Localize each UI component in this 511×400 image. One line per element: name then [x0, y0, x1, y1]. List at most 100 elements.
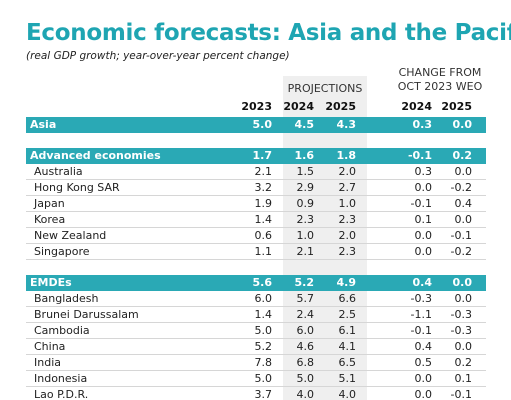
cell: 3.2 — [254, 181, 273, 194]
cell: 6.0 — [254, 292, 273, 305]
cell: -0.2 — [450, 181, 472, 194]
cell: -0.2 — [450, 245, 472, 258]
row-label: Japan — [34, 197, 65, 210]
row-label: Cambodia — [34, 324, 90, 337]
group-header: CHANGE FROM — [398, 66, 482, 79]
cell: 2.1 — [254, 165, 273, 178]
cell: -0.3 — [410, 292, 432, 305]
row-rule — [26, 259, 486, 260]
row-rule — [26, 211, 486, 212]
row-rule — [26, 227, 486, 228]
cell: 0.0 — [454, 213, 473, 226]
cell: 0.1 — [454, 372, 473, 385]
section-band — [26, 148, 486, 164]
cell: 0.0 — [414, 388, 433, 400]
cell: 0.1 — [414, 213, 433, 226]
cell: 0.0 — [414, 372, 433, 385]
section-value: 4.3 — [336, 118, 357, 131]
cell: -0.1 — [450, 229, 472, 242]
title: Economic forecasts: Asia and the Pacific — [26, 20, 511, 46]
row-rule — [26, 322, 486, 323]
row-rule — [26, 195, 486, 196]
cell: 1.4 — [254, 213, 273, 226]
cell: 0.0 — [414, 229, 433, 242]
cell: -0.1 — [450, 388, 472, 400]
cell: -1.1 — [410, 308, 432, 321]
row-rule — [26, 179, 486, 180]
cell: 1.5 — [296, 165, 315, 178]
cell: 6.1 — [338, 324, 357, 337]
section-label: EMDEs — [30, 276, 72, 289]
cell: 6.5 — [338, 356, 357, 369]
cell: 2.3 — [296, 213, 315, 226]
cell: 2.0 — [338, 229, 357, 242]
row-label: Brunei Darussalam — [34, 308, 139, 321]
row-label: Hong Kong SAR — [34, 181, 120, 194]
cell: 0.9 — [296, 197, 315, 210]
row-label: Indonesia — [34, 372, 88, 385]
subtitle: (real GDP growth; year-over-year percent… — [26, 50, 290, 62]
row-label: Bangladesh — [34, 292, 99, 305]
cell: 2.3 — [338, 213, 357, 226]
row-label: New Zealand — [34, 229, 107, 242]
row-rule — [26, 386, 486, 387]
row-label: China — [34, 340, 66, 353]
row-rule — [26, 370, 486, 371]
cell: 4.0 — [296, 388, 315, 400]
cell: 0.0 — [454, 340, 473, 353]
cell: 6.6 — [338, 292, 357, 305]
cell: 0.5 — [414, 356, 433, 369]
cell: 2.1 — [296, 245, 315, 258]
column-header: 2024 — [283, 100, 314, 113]
cell: 0.0 — [454, 292, 473, 305]
row-label: India — [34, 356, 61, 369]
cell: -0.1 — [410, 197, 432, 210]
group-header: PROJECTIONS — [287, 82, 363, 95]
row-rule — [26, 354, 486, 355]
cell: -0.3 — [450, 308, 472, 321]
cell: 3.7 — [254, 388, 273, 400]
row-label: Lao P.D.R. — [34, 388, 89, 400]
cell: 2.5 — [338, 308, 357, 321]
cell: 4.0 — [338, 388, 357, 400]
cell: 0.0 — [414, 181, 433, 194]
cell: 1.1 — [254, 245, 273, 258]
section-value: 4.9 — [336, 276, 357, 289]
row-rule — [26, 306, 486, 307]
section-value: 1.6 — [294, 149, 315, 162]
cell: 1.9 — [254, 197, 273, 210]
section-value: 5.2 — [294, 276, 315, 289]
row-rule — [26, 338, 486, 339]
cell: 5.0 — [296, 372, 315, 385]
cell: 0.4 — [414, 340, 433, 353]
cell: 5.2 — [254, 340, 273, 353]
row-label: Australia — [34, 165, 83, 178]
section-value: 0.2 — [452, 149, 473, 162]
cell: 7.8 — [254, 356, 273, 369]
section-value: 0.0 — [452, 276, 473, 289]
cell: 0.6 — [254, 229, 273, 242]
cell: -0.1 — [410, 324, 432, 337]
section-value: 5.6 — [252, 276, 273, 289]
row-label: Singapore — [34, 245, 90, 258]
cell: 0.0 — [414, 245, 433, 258]
group-header: OCT 2023 WEO — [397, 80, 483, 93]
cell: 2.4 — [296, 308, 315, 321]
section-band — [26, 117, 486, 133]
section-label: Asia — [30, 118, 57, 131]
cell: 1.0 — [296, 229, 315, 242]
cell: 5.0 — [254, 372, 273, 385]
cell: 2.7 — [338, 181, 357, 194]
column-header: 2023 — [241, 100, 272, 113]
cell: 1.0 — [338, 197, 357, 210]
column-header: 2025 — [325, 100, 356, 113]
row-label: Korea — [34, 213, 66, 226]
section-value: 5.0 — [252, 118, 273, 131]
cell: 2.9 — [296, 181, 315, 194]
section-value: 0.4 — [412, 276, 433, 289]
section-band — [26, 275, 486, 291]
cell: 5.1 — [338, 372, 357, 385]
section-value: 1.7 — [252, 149, 273, 162]
cell: 6.0 — [296, 324, 315, 337]
